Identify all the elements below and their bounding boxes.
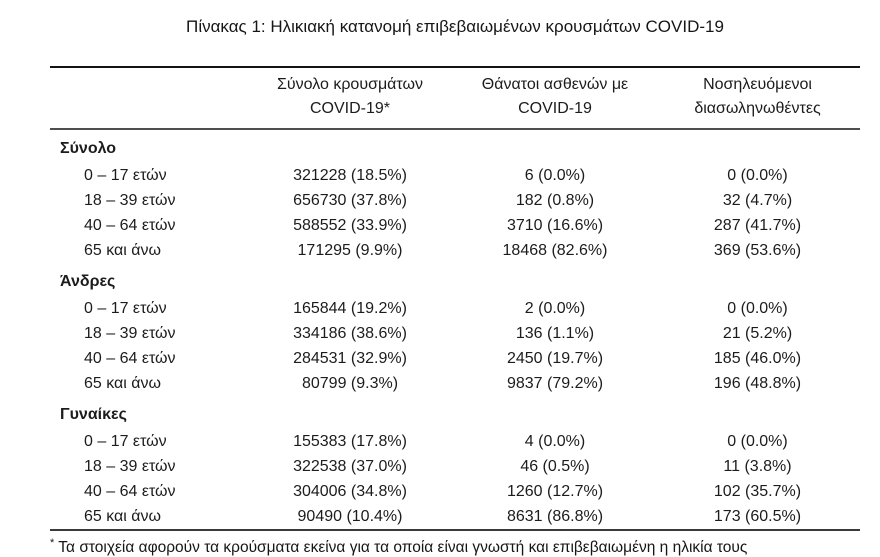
deaths-value: 182 (0.8%)	[515, 191, 595, 209]
age-label: 40 – 64 ετών	[84, 482, 176, 500]
header-intubated-line1: Νοσηλευόμενοι	[703, 76, 812, 93]
age-label: 18 – 39 ετών	[84, 191, 176, 209]
header-row: Σύνολο κρουσμάτων COVID-19* Θάνατοι ασθε…	[50, 67, 860, 130]
deaths-value: 136 (1.1%)	[515, 324, 595, 342]
table-row: 40 – 64 ετών 588552 (33.9%) 3710 (16.6%)…	[50, 213, 860, 238]
age-label: 40 – 64 ετών	[84, 349, 176, 367]
cases-value: 588552 (33.9%)	[293, 216, 407, 234]
age-label: 0 – 17 ετών	[84, 299, 167, 317]
header-intubated: Νοσηλευόμενοι διασωληνωθέντες	[655, 67, 860, 130]
covid-age-distribution-table: Σύνολο κρουσμάτων COVID-19* Θάνατοι ασθε…	[50, 66, 860, 531]
age-label: 65 και άνω	[84, 241, 162, 259]
intubated-value: 11 (3.8%)	[723, 457, 792, 475]
header-total-cases-line1: Σύνολο κρουσμάτων	[276, 76, 423, 93]
table-row: 0 – 17 ετών 321228 (18.5%) 6 (0.0%) 0 (0…	[50, 163, 860, 188]
table-row: 18 – 39 ετών 322538 (37.0%) 46 (0.5%) 11…	[50, 454, 860, 479]
cases-value: 334186 (38.6%)	[293, 324, 407, 342]
deaths-value: 2450 (19.7%)	[506, 349, 604, 367]
table-footnote: * Τα στοιχεία αφορούν τα κρούσματα εκείνα…	[50, 531, 862, 557]
header-total-cases-line2: COVID-19*	[309, 100, 391, 117]
deaths-value: 4 (0.0%)	[524, 432, 586, 450]
table-row: 65 και άνω 171295 (9.9%) 18468 (82.6%) 3…	[50, 238, 860, 263]
header-deaths-line1: Θάνατοι ασθενών με	[481, 76, 629, 93]
table-row: 18 – 39 ετών 334186 (38.6%) 136 (1.1%) 2…	[50, 321, 860, 346]
table-row: 0 – 17 ετών 155383 (17.8%) 4 (0.0%) 0 (0…	[50, 429, 860, 454]
group-label: Άνδρες	[60, 273, 116, 290]
age-label: 40 – 64 ετών	[84, 216, 176, 234]
table-row: 0 – 17 ετών 165844 (19.2%) 2 (0.0%) 0 (0…	[50, 296, 860, 321]
report-page: Πίνακας 1: Ηλικιακή κατανομή επιβεβαιωμέ…	[50, 17, 860, 556]
age-label: 0 – 17 ετών	[84, 432, 167, 450]
header-deaths: Θάνατοι ασθενών με COVID-19	[455, 67, 655, 130]
group-row-total: Σύνολο	[50, 129, 860, 163]
age-label: 18 – 39 ετών	[84, 457, 176, 475]
intubated-value: 0 (0.0%)	[727, 432, 788, 450]
header-empty	[50, 67, 245, 130]
cases-value: 171295 (9.9%)	[297, 241, 403, 259]
deaths-value: 46 (0.5%)	[520, 457, 590, 475]
intubated-value: 369 (53.6%)	[713, 241, 802, 259]
table-title: Πίνακας 1: Ηλικιακή κατανομή επιβεβαιωμέ…	[186, 17, 724, 36]
cases-value: 304006 (34.8%)	[293, 482, 407, 500]
intubated-value: 287 (41.7%)	[713, 216, 802, 234]
intubated-value: 21 (5.2%)	[722, 324, 793, 342]
intubated-value: 196 (48.8%)	[713, 374, 802, 392]
table-row: 65 και άνω 90490 (10.4%) 8631 (86.8%) 17…	[50, 504, 860, 530]
footnote-text: Τα στοιχεία αφορούν τα κρούσματα εκείνα …	[58, 539, 748, 557]
age-label: 65 και άνω	[84, 374, 162, 392]
table-row: 65 και άνω 80799 (9.3%) 9837 (79.2%) 196…	[50, 371, 860, 396]
header-intubated-line2: διασωληνωθέντες	[694, 100, 821, 117]
cases-value: 656730 (37.8%)	[293, 191, 407, 209]
age-label: 0 – 17 ετών	[84, 166, 167, 184]
cases-value: 284531 (32.9%)	[293, 349, 407, 367]
group-label: Σύνολο	[60, 140, 117, 157]
group-label: Γυναίκες	[60, 406, 127, 423]
deaths-value: 8631 (86.8%)	[506, 507, 604, 525]
table-row: 40 – 64 ετών 304006 (34.8%) 1260 (12.7%)…	[50, 479, 860, 504]
group-row-men: Άνδρες	[50, 263, 860, 296]
intubated-value: 32 (4.7%)	[722, 191, 793, 209]
age-label: 18 – 39 ετών	[84, 324, 176, 342]
intubated-value: 173 (60.5%)	[713, 507, 802, 525]
table-row: 40 – 64 ετών 284531 (32.9%) 2450 (19.7%)…	[50, 346, 860, 371]
cases-value: 165844 (19.2%)	[293, 299, 407, 317]
intubated-value: 0 (0.0%)	[727, 299, 788, 317]
header-deaths-line2: COVID-19	[518, 100, 592, 117]
footnote-asterisk: *	[50, 537, 55, 549]
header-total-cases: Σύνολο κρουσμάτων COVID-19*	[245, 67, 455, 130]
group-row-women: Γυναίκες	[50, 396, 860, 429]
deaths-value: 1260 (12.7%)	[506, 482, 604, 500]
cases-value: 80799 (9.3%)	[301, 374, 399, 392]
age-label: 65 και άνω	[84, 507, 162, 525]
deaths-value: 2 (0.0%)	[524, 299, 586, 317]
deaths-value: 18468 (82.6%)	[502, 241, 608, 259]
table-row: 18 – 39 ετών 656730 (37.8%) 182 (0.8%) 3…	[50, 188, 860, 213]
cases-value: 322538 (37.0%)	[293, 457, 407, 475]
cases-value: 155383 (17.8%)	[293, 432, 407, 450]
deaths-value: 9837 (79.2%)	[506, 374, 604, 392]
intubated-value: 185 (46.0%)	[713, 349, 802, 367]
intubated-value: 102 (35.7%)	[713, 482, 802, 500]
intubated-value: 0 (0.0%)	[727, 166, 788, 184]
deaths-value: 3710 (16.6%)	[506, 216, 604, 234]
cases-value: 90490 (10.4%)	[297, 507, 403, 525]
deaths-value: 6 (0.0%)	[524, 166, 586, 184]
cases-value: 321228 (18.5%)	[293, 166, 407, 184]
